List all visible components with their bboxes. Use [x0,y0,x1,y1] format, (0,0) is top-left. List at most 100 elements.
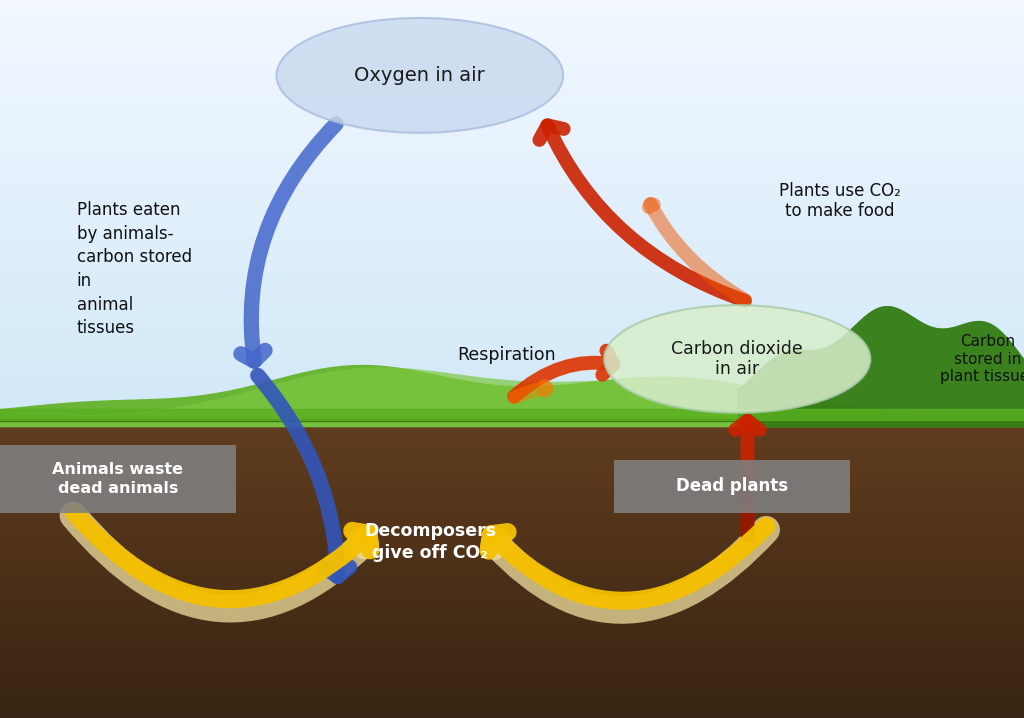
Polygon shape [0,217,1024,224]
Polygon shape [0,592,1024,599]
FancyArrowPatch shape [258,376,349,577]
Polygon shape [0,273,1024,280]
Polygon shape [0,105,1024,112]
Polygon shape [0,546,1024,554]
Polygon shape [0,502,1024,510]
Polygon shape [0,621,1024,629]
Polygon shape [0,329,1024,336]
FancyArrowPatch shape [488,526,766,601]
Polygon shape [0,673,1024,681]
Polygon shape [0,371,1024,378]
FancyArrowPatch shape [74,512,371,599]
Polygon shape [0,517,1024,524]
Polygon shape [0,343,1024,350]
Polygon shape [0,357,1024,364]
Polygon shape [0,584,1024,592]
Polygon shape [0,70,1024,77]
Polygon shape [0,681,1024,688]
Polygon shape [0,666,1024,673]
Polygon shape [0,703,1024,711]
Polygon shape [0,42,1024,49]
FancyBboxPatch shape [614,460,850,513]
Text: Animals waste
dead animals: Animals waste dead animals [52,462,183,495]
Polygon shape [0,0,1024,7]
FancyArrowPatch shape [540,126,744,301]
Polygon shape [0,210,1024,217]
Polygon shape [0,280,1024,287]
Polygon shape [0,688,1024,696]
Polygon shape [0,112,1024,119]
Polygon shape [0,308,1024,315]
Polygon shape [0,420,1024,427]
Polygon shape [0,14,1024,21]
Ellipse shape [604,305,870,413]
Polygon shape [0,378,1024,385]
Polygon shape [0,266,1024,273]
Polygon shape [0,449,1024,457]
Polygon shape [0,287,1024,294]
Polygon shape [0,495,1024,502]
Polygon shape [0,350,1024,357]
Text: Carbon dioxide
in air: Carbon dioxide in air [672,340,803,378]
Polygon shape [0,599,1024,606]
Text: Respiration: Respiration [458,346,556,365]
Polygon shape [0,315,1024,322]
Polygon shape [0,245,1024,252]
Polygon shape [0,133,1024,140]
FancyArrowPatch shape [495,530,766,610]
Polygon shape [0,472,1024,480]
Polygon shape [0,696,1024,703]
Polygon shape [737,306,1024,427]
Text: Carbon
stored in
plant tissues: Carbon stored in plant tissues [940,334,1024,384]
Polygon shape [0,465,1024,472]
Polygon shape [0,399,1024,406]
Polygon shape [0,63,1024,70]
Polygon shape [0,487,1024,495]
Polygon shape [0,651,1024,658]
Polygon shape [0,140,1024,147]
Polygon shape [0,606,1024,614]
Polygon shape [0,561,1024,569]
Polygon shape [0,413,1024,420]
FancyArrowPatch shape [649,204,745,300]
Polygon shape [0,614,1024,621]
FancyArrowPatch shape [241,124,336,361]
Polygon shape [0,364,1024,371]
Polygon shape [0,224,1024,231]
Polygon shape [0,189,1024,196]
Polygon shape [0,636,1024,643]
Polygon shape [0,539,1024,546]
Polygon shape [0,161,1024,168]
Text: Plants eaten
by animals-
carbon stored
in
animal
tissues: Plants eaten by animals- carbon stored i… [77,201,191,337]
Polygon shape [0,252,1024,259]
FancyArrowPatch shape [74,516,365,609]
Polygon shape [0,427,1024,435]
Text: Plants use CO₂
to make food: Plants use CO₂ to make food [778,182,901,220]
FancyArrowPatch shape [514,386,547,397]
Polygon shape [0,154,1024,161]
Text: Dead plants: Dead plants [676,477,788,495]
Polygon shape [0,435,1024,442]
Polygon shape [0,77,1024,84]
Ellipse shape [276,18,563,133]
Polygon shape [0,442,1024,449]
Polygon shape [0,406,1024,413]
Polygon shape [0,21,1024,28]
Polygon shape [0,301,1024,308]
Polygon shape [0,231,1024,238]
Polygon shape [0,532,1024,539]
Polygon shape [0,643,1024,651]
Polygon shape [0,524,1024,532]
FancyBboxPatch shape [0,445,236,513]
Polygon shape [737,306,1024,427]
Polygon shape [0,510,1024,517]
Polygon shape [0,577,1024,584]
Polygon shape [0,480,1024,487]
Polygon shape [0,98,1024,105]
Polygon shape [0,35,1024,42]
Polygon shape [0,56,1024,63]
Polygon shape [0,182,1024,189]
Polygon shape [0,203,1024,210]
Polygon shape [0,119,1024,126]
FancyArrowPatch shape [744,493,751,536]
